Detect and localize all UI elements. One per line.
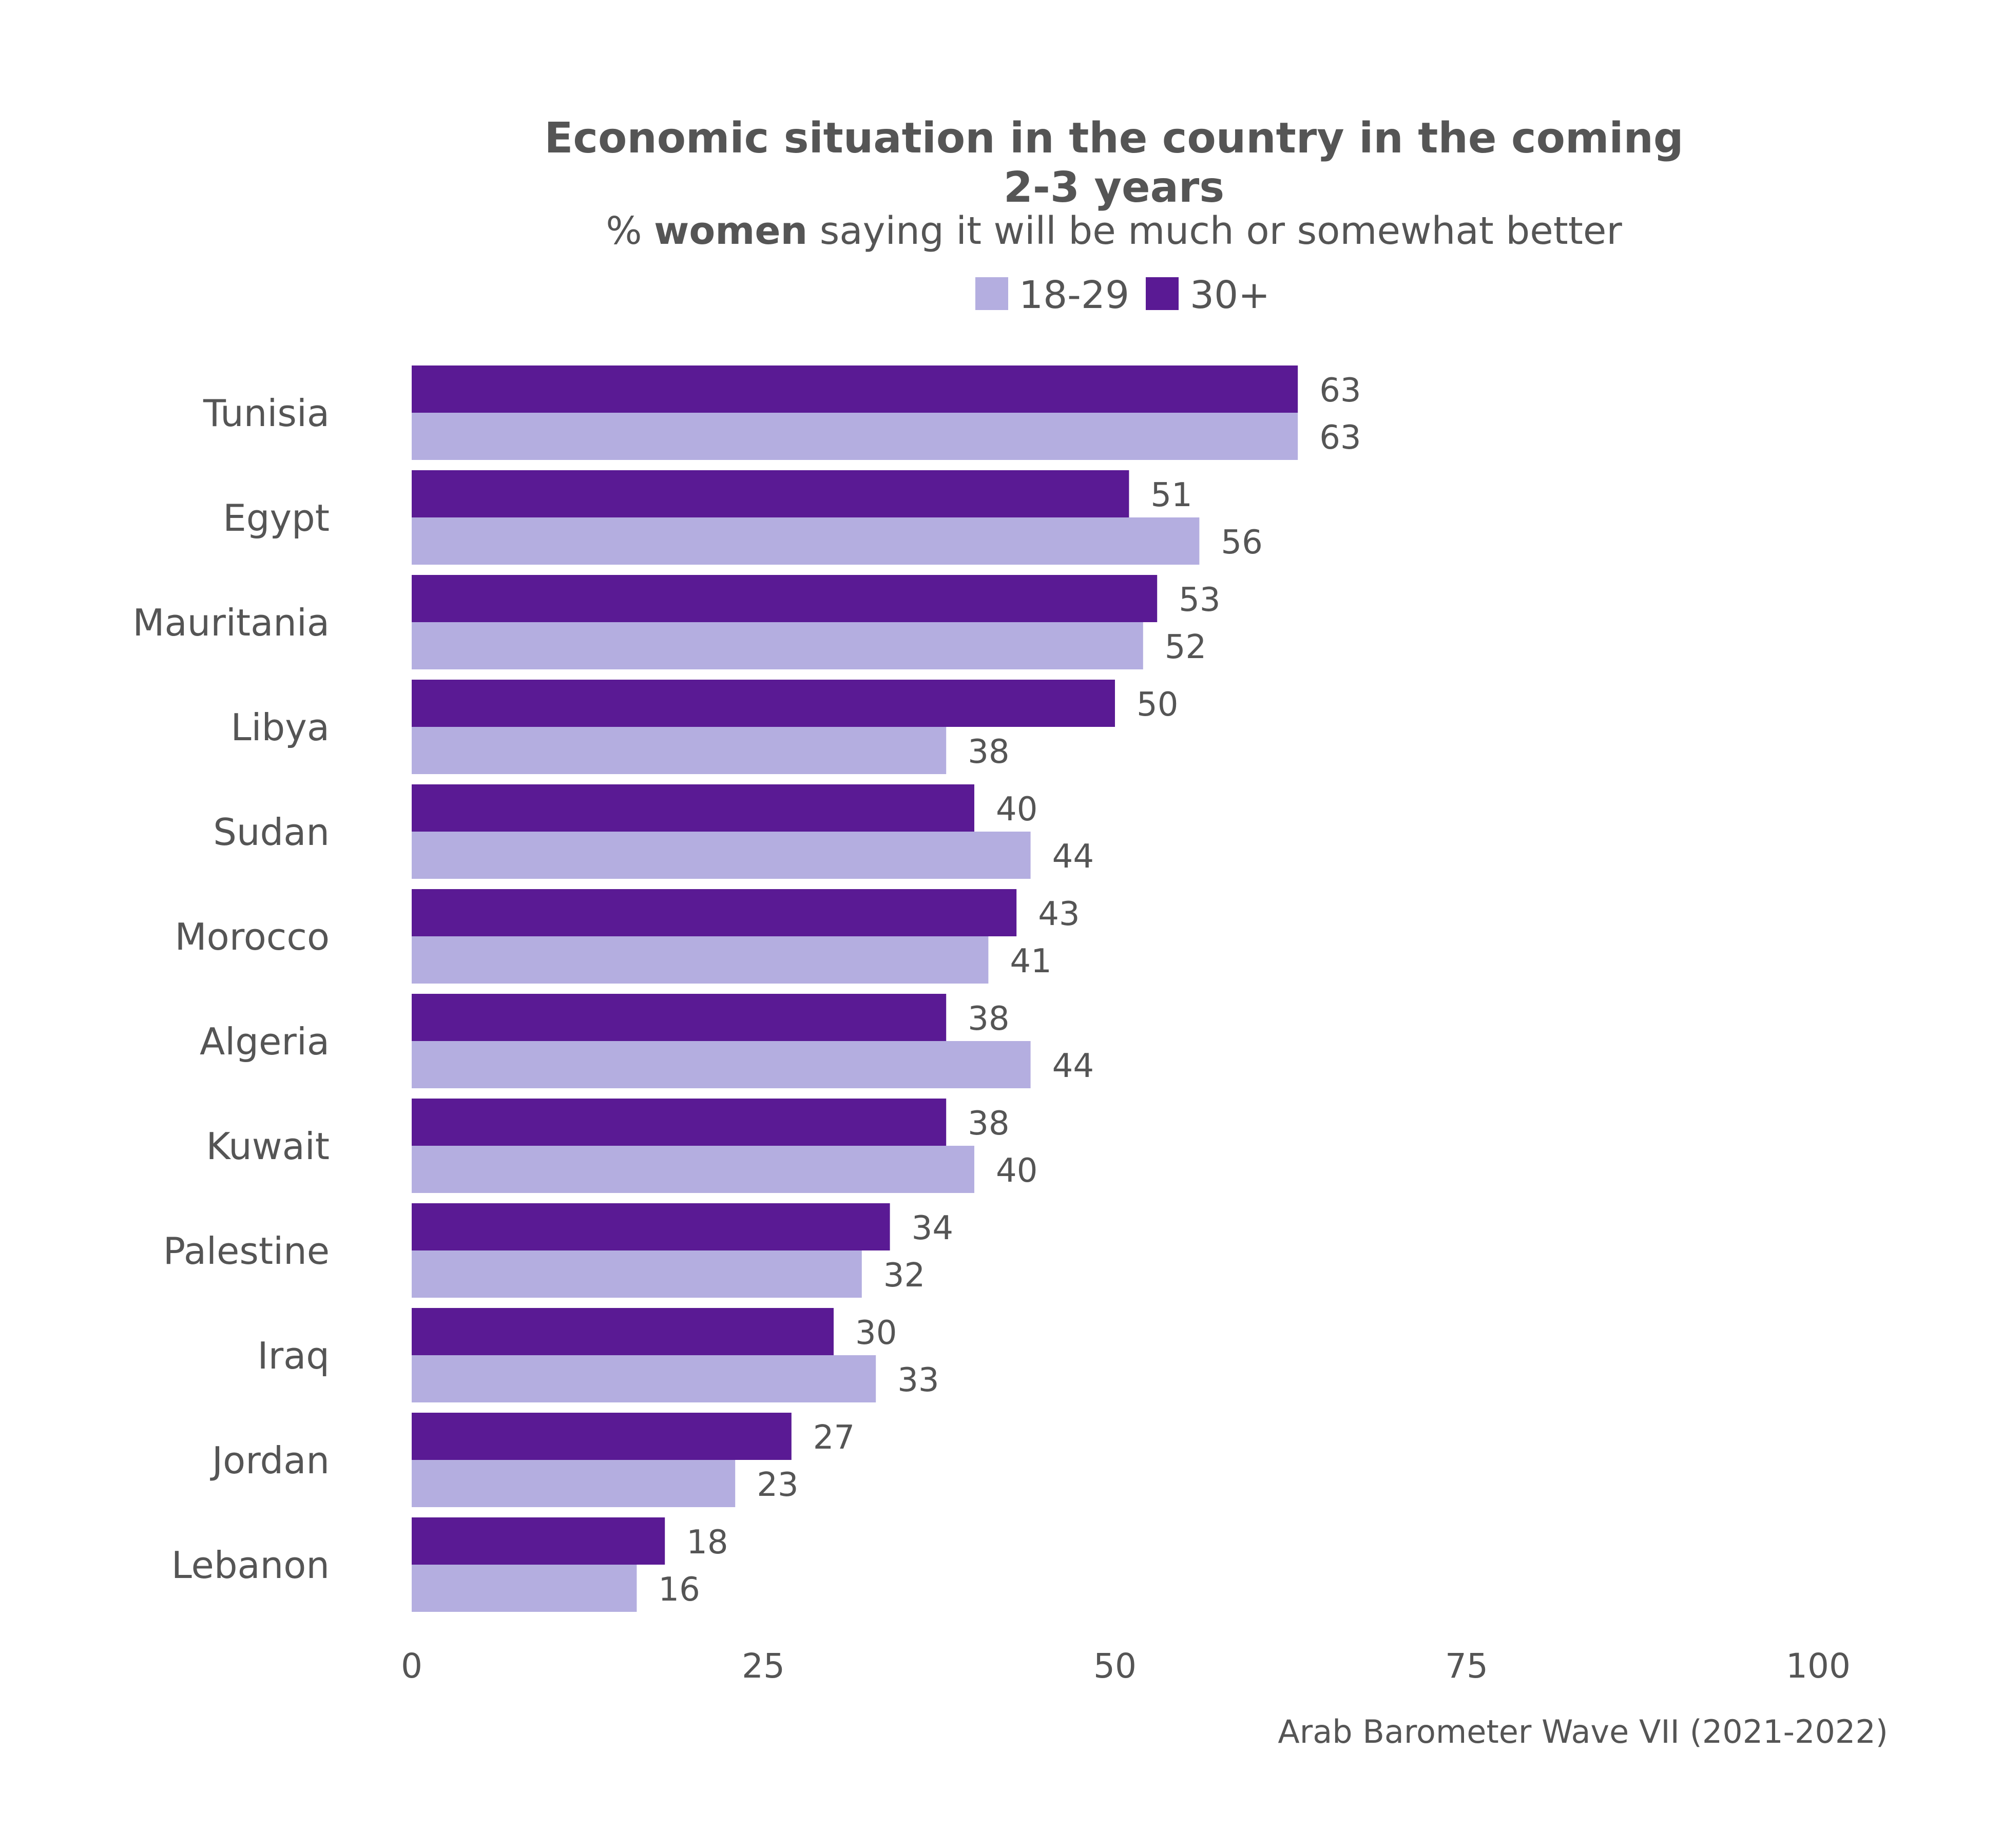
bar-morocco-18-29 <box>412 936 989 984</box>
bar-algeria-30-plus <box>412 994 947 1041</box>
legend-swatch-30-plus <box>1146 277 1179 310</box>
value-label-mauritania-30-plus: 53 <box>1179 581 1220 619</box>
value-label-jordan-18-29: 23 <box>757 1466 798 1504</box>
value-label-libya-18-29: 38 <box>968 733 1009 771</box>
value-label-jordan-30-plus: 27 <box>813 1419 855 1457</box>
category-label-iraq: Iraq <box>257 1334 330 1377</box>
x-tick-label-50: 50 <box>1093 1646 1137 1686</box>
value-label-kuwait-18-29: 40 <box>996 1152 1037 1190</box>
x-tick-label-100: 100 <box>1786 1646 1851 1686</box>
x-tick-label-25: 25 <box>742 1646 785 1686</box>
category-label-jordan: Jordan <box>210 1439 330 1482</box>
source-note: Arab Barometer Wave VII (2021-2022) <box>1278 1713 1888 1750</box>
bar-egypt-30-plus <box>412 470 1129 517</box>
value-labels: 6363515653525038404443413844384034323033… <box>658 372 1361 1609</box>
value-label-egypt-18-29: 56 <box>1221 524 1262 562</box>
legend-label-18-29: 18-29 <box>1019 273 1129 317</box>
value-label-libya-30-plus: 50 <box>1137 686 1178 724</box>
bar-iraq-30-plus <box>412 1308 834 1355</box>
bar-lebanon-18-29 <box>412 1565 637 1612</box>
legend: 18-29 30+ <box>975 273 1270 317</box>
value-label-sudan-30-plus: 40 <box>996 791 1037 829</box>
bar-tunisia-30-plus <box>412 365 1298 413</box>
category-label-tunisia: Tunisia <box>203 392 330 435</box>
chart-title-line-2: 2-3 years <box>1004 163 1224 212</box>
value-label-sudan-18-29: 44 <box>1052 838 1094 876</box>
category-label-algeria: Algeria <box>200 1020 330 1063</box>
value-label-morocco-18-29: 41 <box>1010 942 1051 980</box>
category-label-libya: Libya <box>230 706 330 749</box>
value-label-palestine-30-plus: 34 <box>912 1209 953 1247</box>
value-label-iraq-18-29: 33 <box>897 1361 939 1399</box>
legend-swatch-18-29 <box>975 277 1008 310</box>
value-label-egypt-30-plus: 51 <box>1150 476 1192 514</box>
subtitle-prefix: % <box>606 209 654 253</box>
x-axis-ticks: 0 25 50 75 100 <box>401 1646 1851 1686</box>
bar-sudan-30-plus <box>412 784 974 832</box>
bar-libya-18-29 <box>412 727 947 774</box>
category-label-sudan: Sudan <box>213 811 330 854</box>
bar-jordan-30-plus <box>412 1413 792 1460</box>
bar-kuwait-18-29 <box>412 1146 974 1193</box>
value-label-algeria-18-29: 44 <box>1052 1047 1094 1085</box>
bar-sudan-18-29 <box>412 832 1031 879</box>
value-label-tunisia-18-29: 63 <box>1319 419 1361 457</box>
x-tick-label-75: 75 <box>1445 1646 1488 1686</box>
value-label-lebanon-18-29: 16 <box>658 1571 700 1609</box>
chart-title-line-1: Economic situation in the country in the… <box>544 114 1683 163</box>
value-label-morocco-30-plus: 43 <box>1038 895 1080 933</box>
bar-kuwait-30-plus <box>412 1099 947 1146</box>
value-label-kuwait-30-plus: 38 <box>968 1105 1009 1143</box>
category-label-palestine: Palestine <box>163 1229 330 1273</box>
subtitle-suffix: saying it will be much or somewhat bette… <box>807 209 1622 253</box>
bar-jordan-18-29 <box>412 1460 736 1507</box>
bar-mauritania-18-29 <box>412 622 1143 669</box>
bar-egypt-18-29 <box>412 517 1200 565</box>
x-tick-label-0: 0 <box>401 1646 422 1686</box>
category-label-kuwait: Kuwait <box>206 1125 330 1168</box>
value-label-lebanon-30-plus: 18 <box>686 1524 728 1562</box>
legend-label-30-plus: 30+ <box>1190 273 1270 317</box>
chart-subtitle: % women saying it will be much or somewh… <box>606 209 1622 253</box>
bar-iraq-18-29 <box>412 1355 876 1402</box>
subtitle-bold: women <box>654 209 807 253</box>
category-labels: Tunisia Egypt Mauritania Libya Sudan Morocco A… <box>132 392 330 1587</box>
bar-mauritania-30-plus <box>412 575 1158 622</box>
category-label-morocco: Morocco <box>175 915 330 958</box>
bar-libya-30-plus <box>412 680 1115 727</box>
bar-palestine-18-29 <box>412 1250 862 1298</box>
category-label-egypt: Egypt <box>223 496 330 540</box>
bar-algeria-18-29 <box>412 1041 1031 1088</box>
bar-tunisia-18-29 <box>412 413 1298 460</box>
bars <box>412 365 1298 1612</box>
value-label-mauritania-18-29: 52 <box>1165 628 1206 666</box>
bar-palestine-30-plus <box>412 1203 890 1250</box>
bar-lebanon-30-plus <box>412 1517 665 1565</box>
value-label-iraq-30-plus: 30 <box>855 1314 897 1352</box>
bar-morocco-30-plus <box>412 889 1017 936</box>
value-label-algeria-30-plus: 38 <box>968 1000 1009 1038</box>
value-label-tunisia-30-plus: 63 <box>1319 372 1361 410</box>
category-label-lebanon: Lebanon <box>171 1544 330 1587</box>
value-label-palestine-18-29: 32 <box>883 1257 925 1295</box>
category-label-mauritania: Mauritania <box>132 601 330 644</box>
